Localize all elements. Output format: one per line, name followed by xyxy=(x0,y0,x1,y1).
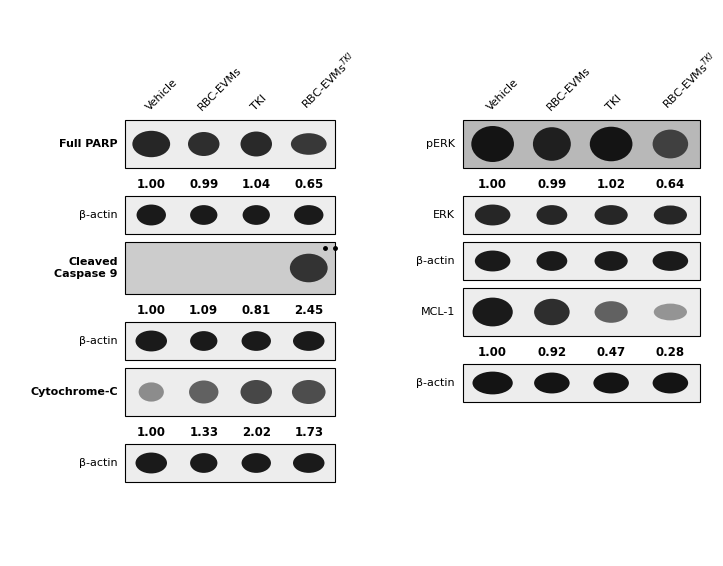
Ellipse shape xyxy=(653,372,688,393)
Ellipse shape xyxy=(190,331,218,351)
Text: 1.33: 1.33 xyxy=(189,426,218,439)
Bar xyxy=(463,120,700,168)
Ellipse shape xyxy=(189,380,218,404)
Ellipse shape xyxy=(137,204,166,225)
Text: 0.92: 0.92 xyxy=(537,345,566,358)
Text: 0.99: 0.99 xyxy=(537,178,567,191)
Text: 1.00: 1.00 xyxy=(137,426,166,439)
Bar xyxy=(463,196,700,234)
Text: ERK: ERK xyxy=(433,210,455,220)
Text: Vehicle: Vehicle xyxy=(486,76,521,112)
Ellipse shape xyxy=(293,331,325,351)
Ellipse shape xyxy=(139,383,164,402)
Ellipse shape xyxy=(653,251,688,271)
Ellipse shape xyxy=(590,127,633,161)
Text: 2.45: 2.45 xyxy=(294,303,323,316)
Ellipse shape xyxy=(594,251,628,271)
Text: RBC-EVMs: RBC-EVMs xyxy=(545,65,592,112)
Text: 0.47: 0.47 xyxy=(596,345,625,358)
Text: pERK: pERK xyxy=(426,139,455,149)
Ellipse shape xyxy=(475,251,510,272)
Ellipse shape xyxy=(135,331,167,351)
Text: RBC-EVMs$^{TKI}$: RBC-EVMs$^{TKI}$ xyxy=(297,50,359,112)
Ellipse shape xyxy=(188,132,220,156)
Ellipse shape xyxy=(594,372,629,393)
Ellipse shape xyxy=(292,380,325,404)
Ellipse shape xyxy=(654,205,687,225)
Text: MCL-1: MCL-1 xyxy=(421,307,455,317)
Text: TKI: TKI xyxy=(249,93,268,112)
Ellipse shape xyxy=(594,205,628,225)
Ellipse shape xyxy=(241,131,272,156)
Ellipse shape xyxy=(291,133,327,155)
Bar xyxy=(463,288,700,336)
Ellipse shape xyxy=(190,205,218,225)
Ellipse shape xyxy=(132,131,170,157)
Text: Cytochrome-C: Cytochrome-C xyxy=(30,387,118,397)
Ellipse shape xyxy=(293,453,325,473)
Ellipse shape xyxy=(241,453,271,473)
Text: TKI: TKI xyxy=(604,93,623,112)
Ellipse shape xyxy=(290,254,328,282)
Ellipse shape xyxy=(534,372,570,393)
Bar xyxy=(125,444,335,482)
Text: 1.02: 1.02 xyxy=(596,178,625,191)
Bar xyxy=(125,242,335,294)
Ellipse shape xyxy=(534,299,570,325)
Ellipse shape xyxy=(135,453,167,473)
Ellipse shape xyxy=(190,453,218,473)
Ellipse shape xyxy=(471,126,514,162)
Ellipse shape xyxy=(241,331,271,351)
Text: 1.00: 1.00 xyxy=(478,345,507,358)
Bar xyxy=(125,120,335,168)
Bar xyxy=(125,196,335,234)
Text: 2.02: 2.02 xyxy=(241,426,270,439)
Ellipse shape xyxy=(536,251,568,271)
Ellipse shape xyxy=(475,204,510,225)
Text: Full PARP: Full PARP xyxy=(59,139,118,149)
Ellipse shape xyxy=(653,130,688,158)
Ellipse shape xyxy=(654,303,687,320)
Text: β-actin: β-actin xyxy=(416,256,455,266)
Ellipse shape xyxy=(533,127,571,161)
Ellipse shape xyxy=(472,298,513,327)
Bar xyxy=(463,242,700,280)
Text: RBC-EVMs: RBC-EVMs xyxy=(197,65,244,112)
Bar xyxy=(463,364,700,402)
Text: 0.99: 0.99 xyxy=(189,178,218,191)
Text: 1.00: 1.00 xyxy=(478,178,507,191)
Ellipse shape xyxy=(243,205,270,225)
Text: 0.81: 0.81 xyxy=(241,303,271,316)
Text: 1.73: 1.73 xyxy=(294,426,323,439)
Text: Vehicle: Vehicle xyxy=(144,76,179,112)
Ellipse shape xyxy=(241,380,272,404)
Ellipse shape xyxy=(294,205,323,225)
Text: 0.64: 0.64 xyxy=(656,178,685,191)
Bar xyxy=(125,322,335,360)
Bar xyxy=(125,368,335,416)
Text: 1.04: 1.04 xyxy=(241,178,271,191)
Text: 0.65: 0.65 xyxy=(294,178,323,191)
Text: Cleaved
Caspase 9: Cleaved Caspase 9 xyxy=(54,257,118,279)
Text: 0.28: 0.28 xyxy=(656,345,685,358)
Text: 1.00: 1.00 xyxy=(137,178,166,191)
Text: 1.00: 1.00 xyxy=(137,303,166,316)
Text: β-actin: β-actin xyxy=(80,210,118,220)
Ellipse shape xyxy=(536,205,568,225)
Text: β-actin: β-actin xyxy=(416,378,455,388)
Text: β-actin: β-actin xyxy=(80,336,118,346)
Ellipse shape xyxy=(594,301,628,323)
Text: β-actin: β-actin xyxy=(80,458,118,468)
Text: 1.09: 1.09 xyxy=(189,303,218,316)
Text: RBC-EVMs$^{TKI}$: RBC-EVMs$^{TKI}$ xyxy=(659,50,721,112)
Ellipse shape xyxy=(472,372,513,395)
